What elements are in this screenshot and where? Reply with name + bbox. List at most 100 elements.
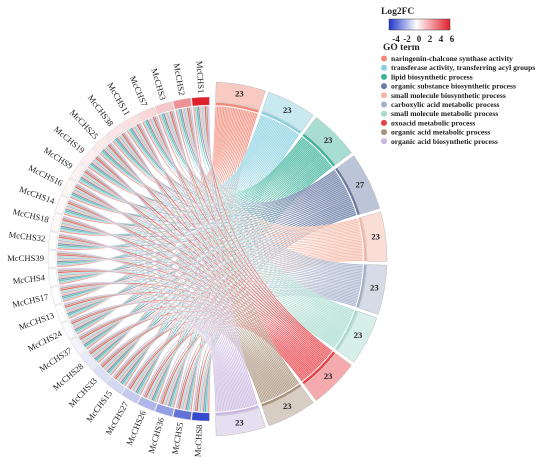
term-inner-arc-8 bbox=[302, 351, 336, 385]
ribbon-10-mcchs19 bbox=[97, 154, 248, 408]
term-count-1: 23 bbox=[235, 89, 244, 99]
ribbon-10-mcchs9 bbox=[85, 167, 246, 409]
term-count-9: 23 bbox=[283, 401, 292, 411]
gene-label-mcchs8: McCHS8 bbox=[192, 424, 204, 457]
ribbon-2-mcchs1 bbox=[194, 106, 263, 186]
gene-label-mcchs39: McCHS39 bbox=[7, 253, 44, 263]
term-inner-arc-7 bbox=[335, 310, 358, 351]
go-legend-swatch-4 bbox=[381, 83, 387, 90]
ribbon-10-mcchs7 bbox=[155, 115, 254, 407]
log2fc-legend: Log2FC -4 -2 0 2 4 6 bbox=[381, 7, 455, 44]
gene-arc-mcchs15 bbox=[106, 377, 126, 395]
ribbon-10-mcchs1 bbox=[207, 105, 259, 405]
gene-label-mcchs15: McCHS15 bbox=[84, 389, 114, 424]
ribbon-10-mcchs33 bbox=[98, 321, 227, 412]
log2fc-legend-title: Log2FC bbox=[381, 7, 414, 17]
term-count-8: 23 bbox=[324, 371, 333, 381]
log2fc-color-bar bbox=[388, 18, 451, 31]
term-inner-arc-2 bbox=[261, 111, 302, 134]
ribbon-10-mcchs2 bbox=[189, 106, 257, 406]
go-legend-label-2: transferase activity, transferring acyl … bbox=[391, 63, 535, 72]
go-legend-label-10: organic acid biosynthetic process bbox=[391, 137, 498, 146]
go-legend-label-4: organic substance biosynthetic process bbox=[391, 82, 516, 91]
gene-arc-mcchs11 bbox=[121, 114, 141, 131]
term-inner-arc-9 bbox=[261, 384, 302, 407]
term-count-5: 23 bbox=[371, 232, 380, 242]
ribbon-10-mcchs16 bbox=[76, 182, 245, 409]
gene-label-mcchs24: McCHS24 bbox=[26, 328, 64, 354]
go-term-legend: GO term naringenin-chalcone synthase act… bbox=[381, 43, 535, 146]
term-inner-arc-5 bbox=[358, 217, 367, 262]
gene-label-mcchs9: McCHS9 bbox=[42, 145, 75, 171]
gene-label-mcchs17: McCHS17 bbox=[11, 291, 50, 309]
ribbon-10-mcchs25 bbox=[109, 141, 249, 408]
gene-label-mcchs1: McCHS1 bbox=[194, 61, 206, 94]
gene-arc-mcchs32 bbox=[48, 231, 59, 250]
sector-arcs bbox=[47, 81, 388, 437]
gene-label-mcchs32: McCHS32 bbox=[8, 229, 46, 243]
term-outer-arc-8 bbox=[303, 352, 352, 401]
term-count-6: 23 bbox=[370, 282, 379, 292]
log2fc-tick-5: 6 bbox=[450, 34, 455, 44]
go-legend-swatch-8 bbox=[381, 119, 387, 126]
log2fc-tick-2: 0 bbox=[417, 34, 422, 44]
gene-label-mcchs2: McCHS2 bbox=[172, 62, 187, 96]
go-legend-swatch-10 bbox=[381, 138, 387, 145]
go-legend-swatch-2 bbox=[381, 64, 387, 71]
gene-label-mcchs16: McCHS16 bbox=[27, 163, 65, 189]
term-inner-arc-3 bbox=[302, 133, 336, 167]
ribbon-10-mcchs18 bbox=[62, 215, 241, 410]
term-outer-arc-5 bbox=[361, 211, 388, 262]
go-legend-swatch-7 bbox=[381, 110, 387, 117]
gene-arc-mcchs7 bbox=[137, 106, 158, 122]
gene-arc-mcchs17 bbox=[50, 286, 63, 306]
term-outer-arc-3 bbox=[303, 117, 352, 166]
gene-arc-mcchs1 bbox=[191, 96, 210, 107]
term-count-7: 23 bbox=[354, 330, 363, 340]
gene-arc-mcchs39 bbox=[47, 249, 57, 269]
ribbon-10-mcchs28 bbox=[87, 316, 229, 412]
ribbon-10-mcchs14 bbox=[68, 198, 243, 410]
go-legend-label-5: small molecule biosynthetic process bbox=[391, 91, 506, 100]
log2fc-tick-1: -2 bbox=[403, 34, 411, 44]
go-legend-label-1: naringenin-chalcone synthase activity bbox=[391, 54, 513, 63]
term-count-3: 23 bbox=[324, 135, 333, 145]
gene-label-mcchs3: McCHS3 bbox=[149, 67, 168, 101]
chord-ribbons bbox=[56, 105, 364, 413]
go-legend-label-8: oxoacid metabolic process bbox=[391, 118, 475, 127]
ribbon-10-mcchs15 bbox=[111, 325, 226, 412]
term-inner-arc-6 bbox=[356, 264, 367, 309]
term-count-2: 23 bbox=[283, 105, 292, 115]
log2fc-tick-labels: -4 -2 0 2 4 6 bbox=[392, 34, 455, 44]
go-legend-swatch-5 bbox=[381, 92, 387, 99]
go-legend-swatch-6 bbox=[381, 101, 387, 108]
term-outer-arc-4 bbox=[337, 155, 380, 215]
gene-arc-mcchs19 bbox=[80, 147, 98, 167]
term-outer-arc-10 bbox=[215, 407, 266, 437]
gene-label-mcchs11: McCHS11 bbox=[105, 81, 132, 118]
gene-arc-mcchs18 bbox=[50, 212, 63, 232]
ribbon-10-mcchs26 bbox=[141, 331, 222, 412]
gene-label-mcchs18: McCHS18 bbox=[12, 206, 50, 224]
gene-arc-mcchs2 bbox=[172, 97, 192, 110]
go-term-legend-title: GO term bbox=[383, 43, 420, 53]
gene-arc-mcchs8 bbox=[191, 411, 210, 422]
term-inner-arc-4 bbox=[335, 167, 360, 215]
term-count-10: 23 bbox=[235, 417, 244, 427]
gene-label-mcchs14: McCHS14 bbox=[18, 184, 57, 206]
term-count-4: 27 bbox=[356, 179, 365, 189]
go-legend-label-3: lipid biosynthetic process bbox=[391, 72, 473, 81]
term-inner-arc-10 bbox=[215, 405, 259, 416]
gene-label-mcchs36: McCHS36 bbox=[146, 416, 166, 455]
gene-arc-mcchs9 bbox=[69, 162, 87, 182]
go-legend-swatch-9 bbox=[381, 129, 387, 136]
ribbon-10-mcchs38 bbox=[123, 131, 251, 408]
term-outer-arc-6 bbox=[358, 264, 388, 315]
log2fc-tick-0: -4 bbox=[392, 34, 400, 44]
gene-arc-mcchs37 bbox=[69, 336, 87, 356]
ribbon-9-mcchs36 bbox=[159, 330, 266, 405]
gene-label-mcchs27: McCHS27 bbox=[103, 399, 130, 436]
gene-arc-mcchs33 bbox=[92, 364, 111, 384]
gene-arc-mcchs24 bbox=[61, 320, 77, 340]
gene-label-mcchs5: McCHS5 bbox=[170, 421, 185, 455]
